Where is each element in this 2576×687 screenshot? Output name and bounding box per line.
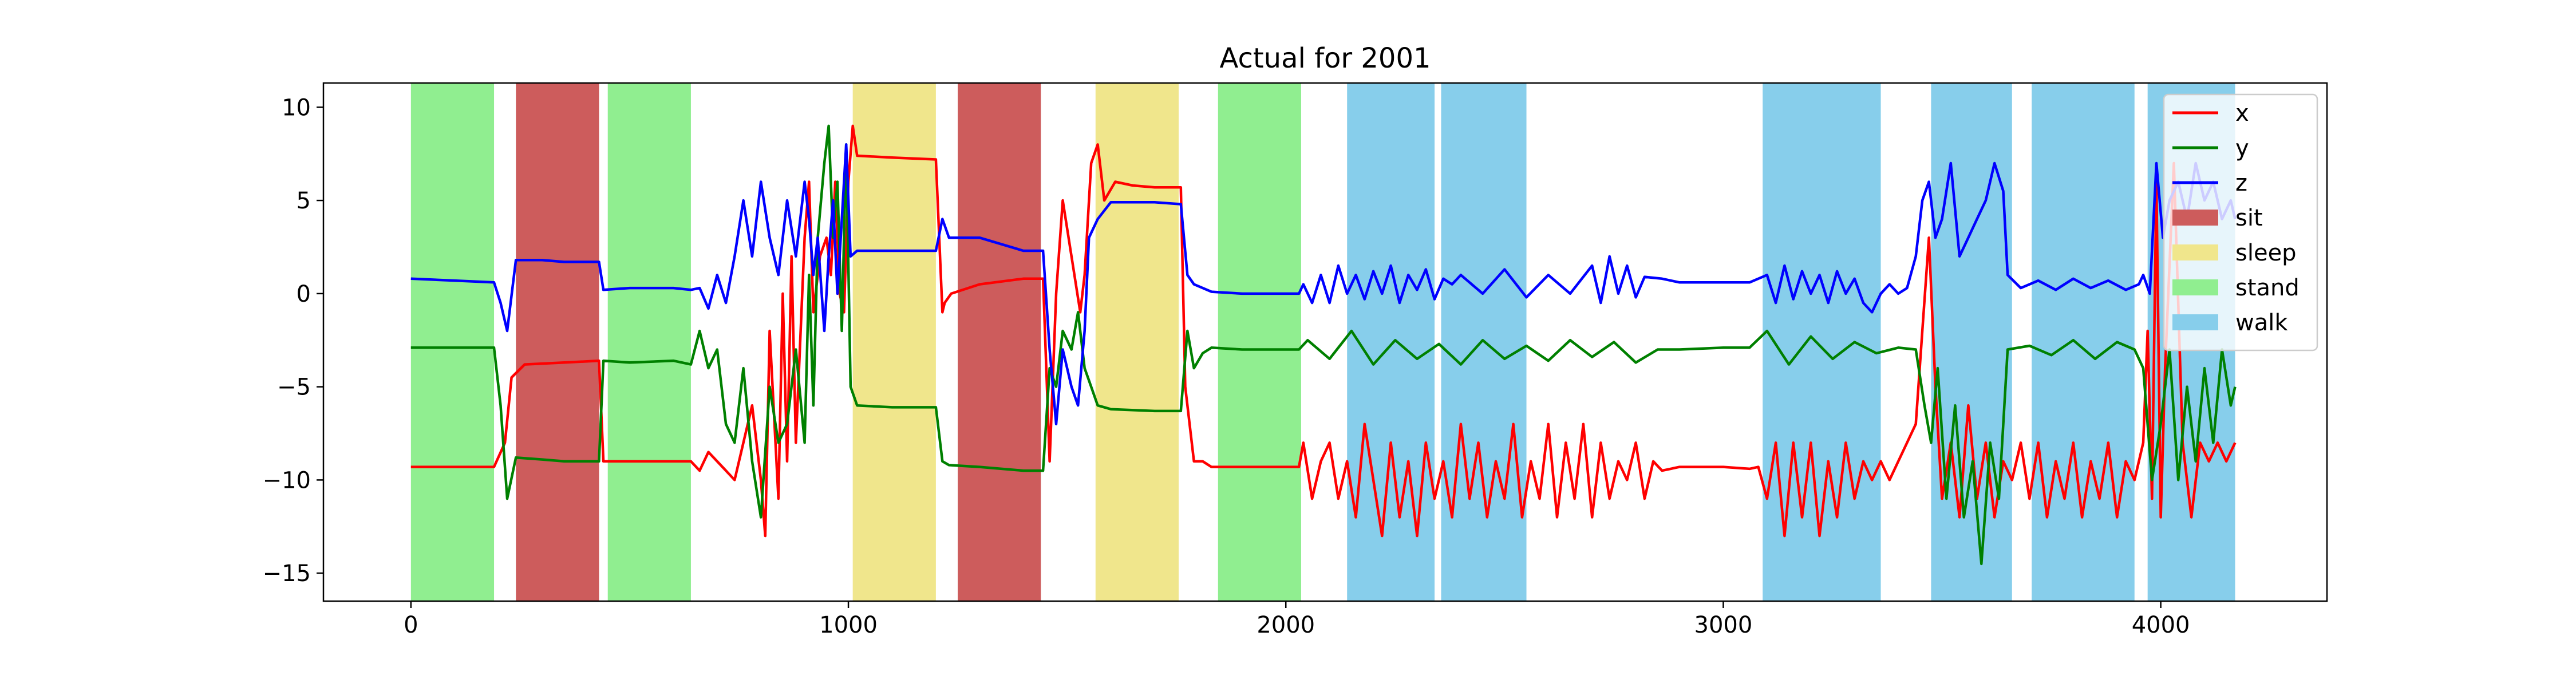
activity-span-walk-10 bbox=[1931, 83, 2012, 601]
series-line-x bbox=[410, 124, 2237, 538]
x-tick-label: 3000 bbox=[1694, 612, 1753, 638]
legend-label-y: y bbox=[2235, 135, 2249, 161]
legend-swatch-walk bbox=[2172, 314, 2218, 330]
series-line-z bbox=[410, 143, 2237, 425]
legend-label-z: z bbox=[2235, 170, 2247, 196]
legend-swatch-stand bbox=[2172, 279, 2218, 295]
activity-span-sleep-3 bbox=[852, 83, 936, 601]
legend-label-sit: sit bbox=[2235, 205, 2263, 231]
x-tick-label: 4000 bbox=[2132, 612, 2190, 638]
legend: xyz sit sleep stand walk bbox=[2163, 93, 2318, 352]
legend-label-walk: walk bbox=[2235, 310, 2288, 336]
y-axis: 10 5 0 −5 −10 −15 bbox=[263, 94, 323, 587]
activity-spans bbox=[410, 83, 2235, 601]
y-tick-label: 0 bbox=[297, 281, 311, 307]
legend-swatch-sit bbox=[2172, 210, 2218, 226]
x-tick-label: 0 bbox=[404, 612, 418, 638]
activity-span-sit-4 bbox=[958, 83, 1041, 601]
series-lines bbox=[410, 124, 2237, 566]
activity-span-stand-6 bbox=[1218, 83, 1301, 601]
y-tick-label: −5 bbox=[277, 374, 311, 401]
legend-label-x: x bbox=[2235, 100, 2249, 127]
series-line-y bbox=[410, 124, 2237, 566]
x-tick-label: 2000 bbox=[1257, 612, 1315, 638]
activity-span-stand-0 bbox=[410, 83, 495, 601]
y-tick-label: −15 bbox=[263, 560, 311, 587]
x-tick-label: 1000 bbox=[819, 612, 878, 638]
chart-title: Actual for 2001 bbox=[1219, 42, 1431, 74]
x-axis: 0 1000 2000 3000 4000 bbox=[404, 601, 2190, 638]
legend-label-sleep: sleep bbox=[2235, 240, 2297, 266]
legend-swatch-sleep bbox=[2172, 244, 2218, 260]
legend-label-stand: stand bbox=[2235, 275, 2300, 301]
y-tick-label: 5 bbox=[297, 188, 311, 214]
activity-span-sit-1 bbox=[516, 83, 599, 601]
activity-span-sleep-5 bbox=[1095, 83, 1179, 601]
plot-frame bbox=[322, 82, 2328, 602]
y-tick-label: 10 bbox=[282, 94, 311, 121]
activity-span-stand-2 bbox=[607, 83, 691, 601]
y-tick-label: −10 bbox=[263, 467, 311, 493]
